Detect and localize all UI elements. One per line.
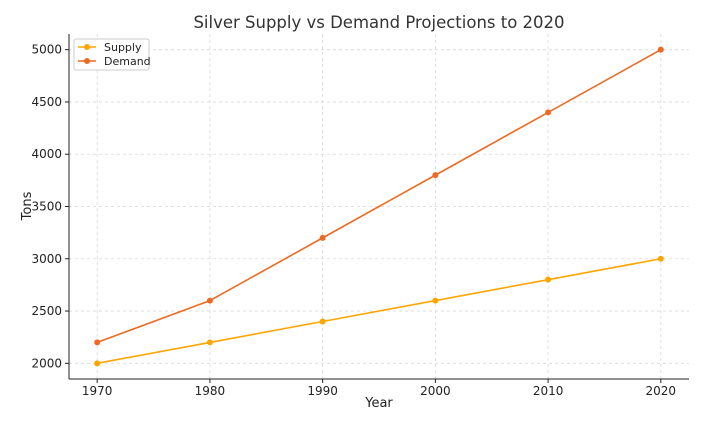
legend-item-supply: Supply (78, 41, 142, 54)
x-tick-label: 1980 (195, 384, 226, 398)
chart-title: Silver Supply vs Demand Projections to 2… (193, 13, 564, 32)
series-layer (94, 46, 664, 367)
y-tick-label: 4000 (31, 147, 62, 161)
grid (69, 34, 689, 379)
data-point-supply (545, 276, 552, 283)
legend-marker-supply (84, 44, 90, 50)
y-axis-title: Tons (20, 191, 35, 221)
data-point-demand (545, 109, 552, 116)
series-line-supply (97, 257, 661, 365)
y-tick-label: 3000 (31, 252, 62, 266)
legend-label-supply: Supply (104, 41, 142, 54)
data-point-supply (319, 318, 326, 325)
data-point-demand (657, 46, 664, 53)
data-point-demand (206, 297, 213, 304)
y-tick-label: 2000 (31, 356, 62, 370)
y-tick-label: 5000 (31, 43, 62, 57)
data-point-demand (432, 172, 439, 179)
series-demand (94, 46, 664, 346)
x-tick-label: 1970 (82, 384, 113, 398)
data-point-supply (657, 255, 664, 262)
x-tick-label: 1990 (307, 384, 338, 398)
data-point-supply (206, 339, 213, 346)
data-point-demand (94, 339, 101, 346)
legend-marker-demand (84, 58, 90, 64)
y-tick-label: 4500 (31, 95, 62, 109)
x-tick-label: 2020 (646, 384, 677, 398)
series-supply (94, 255, 664, 367)
legend-label-demand: Demand (104, 55, 151, 68)
x-tick-label: 2010 (533, 384, 564, 398)
y-tick-label: 2500 (31, 304, 62, 318)
legend-item-demand: Demand (78, 55, 151, 68)
data-point-demand (319, 234, 326, 241)
y-tick-label: 3500 (31, 200, 62, 214)
x-ticks: 1970 1980 1990 2000 2010 2020 (82, 379, 676, 398)
y-ticks: 2000 2500 3000 3500 4000 4500 5000 (31, 43, 69, 370)
series-line-demand (96, 48, 662, 344)
x-tick-label: 2000 (420, 384, 451, 398)
data-point-supply (94, 360, 101, 367)
x-axis-title: Year (364, 396, 393, 411)
data-point-supply (432, 297, 439, 304)
